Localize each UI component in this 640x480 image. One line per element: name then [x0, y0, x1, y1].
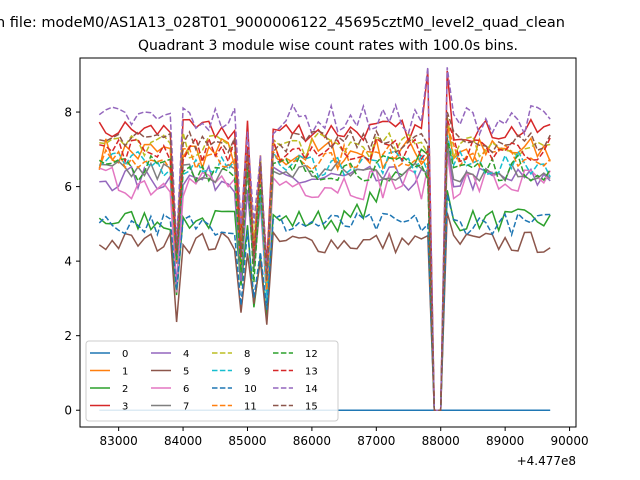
series-layer [98, 67, 551, 411]
series-line-12 [98, 137, 551, 411]
plot-frame [79, 57, 577, 428]
legend-label-3: 3 [122, 402, 128, 413]
y-tick-label: 6 [64, 180, 72, 194]
legend-label-14: 14 [305, 384, 318, 395]
y-tick-label: 8 [64, 106, 72, 120]
legend-label-7: 7 [183, 402, 189, 413]
x-tick-label: 90000 [550, 434, 588, 448]
series-line-13 [99, 119, 551, 411]
series-line-10 [98, 193, 551, 411]
series-line-6 [99, 152, 551, 411]
legend-label-10: 10 [244, 384, 257, 395]
legend-label-1: 1 [122, 367, 128, 378]
x-tick-label: 89000 [486, 434, 524, 448]
x-tick-label: 85000 [228, 434, 266, 448]
legend-label-12: 12 [305, 349, 318, 360]
legend-label-9: 9 [244, 367, 250, 378]
x-offset-label: +4.477e8 [517, 454, 576, 468]
legend-label-0: 0 [122, 349, 128, 360]
y-tick-label: 0 [64, 404, 72, 418]
legend-label-13: 13 [305, 367, 318, 378]
series-line-14 [98, 67, 551, 411]
x-tick-label: 86000 [293, 434, 331, 448]
legend-label-8: 8 [244, 349, 250, 360]
x-tick-label: 87000 [357, 434, 395, 448]
series-line-9 [98, 134, 551, 411]
y-axis: 0 2 4 6 8 [64, 106, 80, 418]
x-tick-label: 83000 [100, 434, 138, 448]
x-axis: 83000 84000 85000 86000 87000 88000 89000 90000 [100, 427, 589, 448]
chart-title: Quadrant 3 module wise count rates with … [138, 38, 518, 54]
legend-label-5: 5 [183, 367, 189, 378]
figure-suptitle: n file: modeM0/AS1A13_028T01_9000006122_… [0, 15, 565, 31]
legend-label-4: 4 [183, 349, 189, 360]
legend-label-15: 15 [305, 402, 318, 413]
series-line-15 [99, 111, 551, 411]
series-line-5 [98, 212, 551, 411]
legend-label-11: 11 [244, 402, 257, 413]
y-tick-label: 2 [64, 329, 72, 343]
y-tick-label: 4 [64, 255, 72, 269]
legend-label-6: 6 [183, 384, 189, 395]
x-tick-label: 88000 [422, 434, 460, 448]
legend-label-2: 2 [122, 384, 128, 395]
x-tick-label: 84000 [164, 434, 202, 448]
legend-box [85, 340, 339, 422]
